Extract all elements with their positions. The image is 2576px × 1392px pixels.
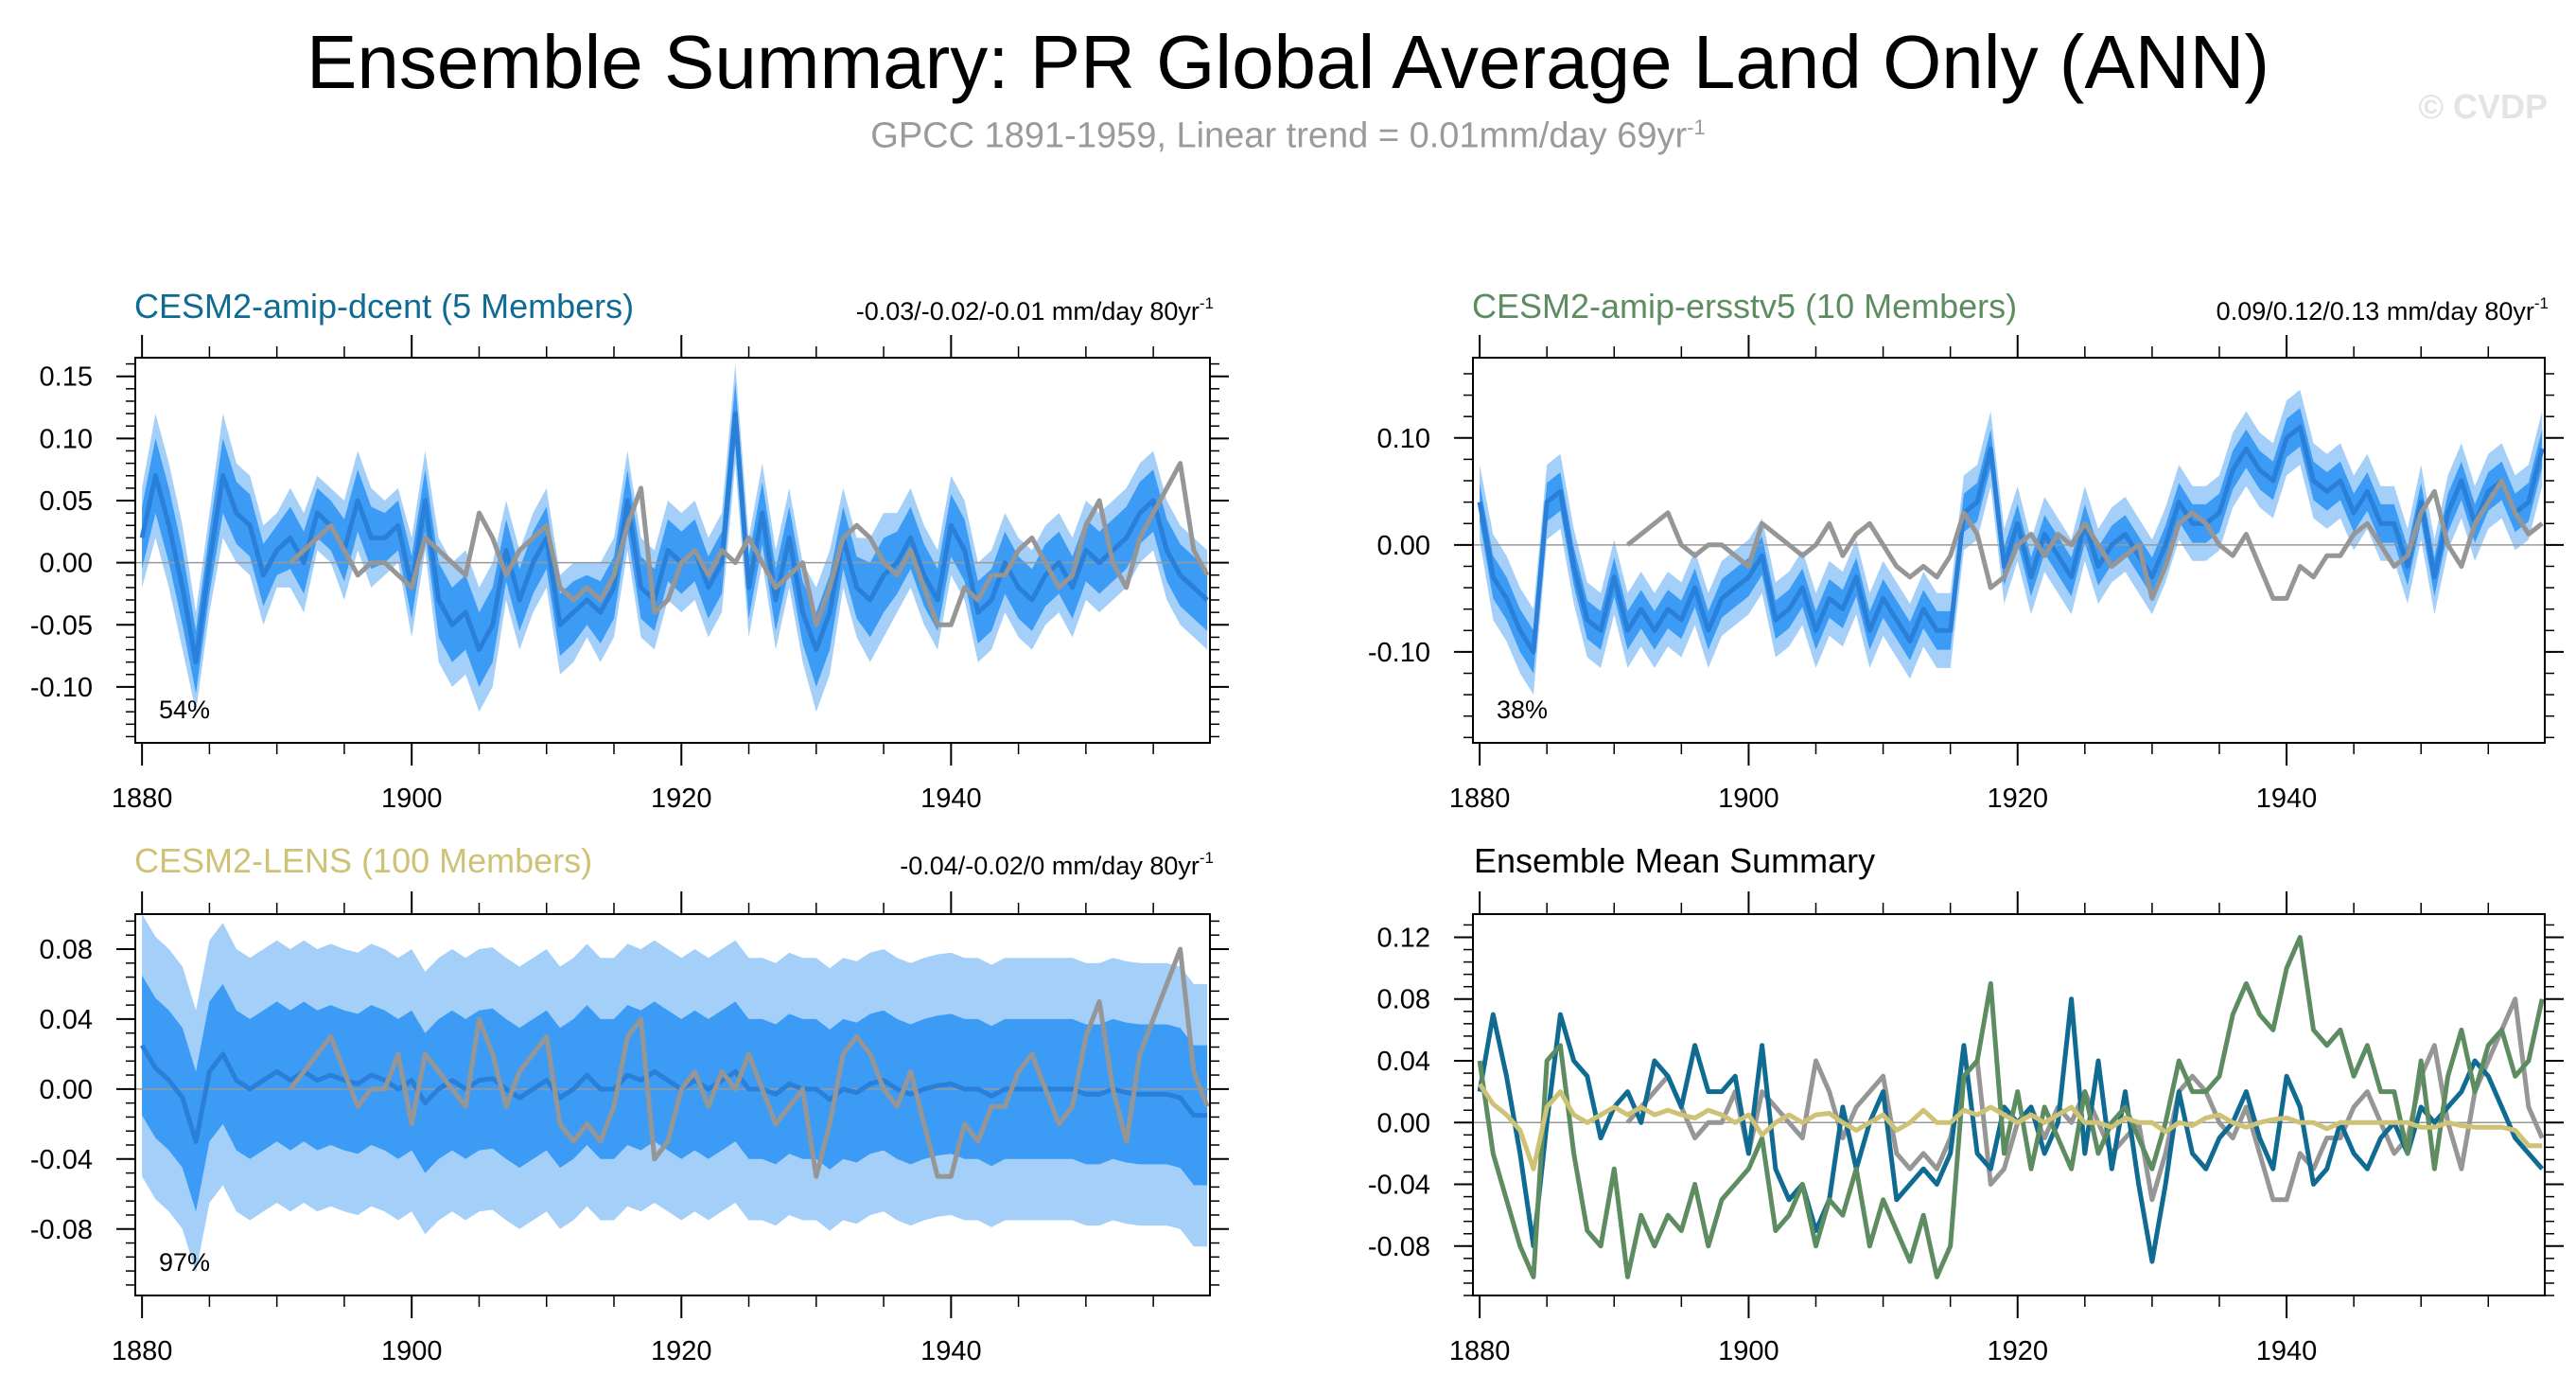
x-tick-label: 1920: [1987, 1336, 2048, 1366]
y-tick-label: -0.05: [30, 610, 93, 641]
plot-area: [135, 363, 1210, 713]
x-tick-label: 1920: [651, 784, 712, 814]
subtitle-superscript: -1: [1687, 115, 1706, 139]
panel-title: Ensemble Mean Summary: [1474, 841, 1875, 880]
trend-text: -0.03/-0.02/-0.01 mm/day 80yr: [856, 297, 1200, 326]
x-tick-label: 1880: [112, 784, 173, 814]
y-tick-label: -0.08: [1368, 1232, 1430, 1262]
trend-text: -0.04/-0.02/0 mm/day 80yr: [900, 852, 1200, 880]
y-tick-label: -0.10: [30, 673, 93, 703]
panel-title: CESM2-LENS (100 Members): [134, 841, 592, 880]
x-tick-label: 1900: [381, 1336, 443, 1366]
x-tick-label: 1920: [651, 1336, 712, 1366]
y-tick-label: -0.04: [30, 1145, 93, 1175]
ensemble-mean-line: [139, 1044, 1208, 1144]
trend-superscript: -1: [2534, 294, 2549, 312]
x-tick-label: 1940: [2256, 784, 2318, 814]
y-tick-label: 0.10: [40, 424, 93, 454]
series-line-3: [1478, 1083, 2543, 1172]
y-tick-label: 0.12: [1377, 923, 1430, 953]
x-tick-label: 1900: [1718, 1336, 1779, 1366]
y-tick-label: 0.00: [1377, 531, 1430, 561]
plot-area: [135, 914, 1210, 1273]
y-tick-label: 0.00: [40, 549, 93, 579]
x-tick-label: 1940: [920, 1336, 982, 1366]
percent-label: 97%: [159, 1248, 210, 1277]
y-tick-label: -0.04: [1368, 1171, 1430, 1201]
y-tick-label: -0.08: [30, 1215, 93, 1245]
panel-title: CESM2-amip-ersstv5 (10 Members): [1472, 287, 2017, 326]
trend-text: 0.09/0.12/0.13 mm/day 80yr: [2217, 297, 2534, 326]
subtitle: GPCC 1891-1959, Linear trend = 0.01mm/da…: [0, 106, 2576, 158]
observed-line: [1625, 478, 2544, 601]
trend-label: 0.09/0.12/0.13 mm/day 80yr-1: [2217, 294, 2549, 326]
x-tick-label: 1940: [920, 784, 982, 814]
y-tick-label: 0.05: [40, 486, 93, 517]
trend-label: -0.04/-0.02/0 mm/day 80yr-1: [900, 849, 1214, 880]
plot-frame: [1472, 357, 2546, 744]
plot-frame: [1472, 913, 2546, 1296]
x-tick-label: 1900: [381, 784, 443, 814]
ensemble-mean-line: [1477, 425, 2545, 655]
x-tick-label: 1920: [1987, 784, 2048, 814]
y-tick-label: 0.08: [1377, 985, 1430, 1015]
y-tick-label: 0.08: [40, 935, 93, 965]
ensemble-mean-line: [139, 411, 1209, 665]
series-line-2: [1477, 935, 2545, 1279]
panel-lens: -0.08 -0.04 0.00 0.04 0.08 1880 1900 1920 1940 CE…: [30, 841, 1229, 1366]
observed-line: [288, 946, 1210, 1179]
band-inner: [142, 975, 1208, 1212]
y-tick-label: 0.15: [40, 362, 93, 393]
trend-label: -0.03/-0.02/-0.01 mm/day 80yr-1: [856, 294, 1214, 326]
y-tick-label: 0.04: [1377, 1047, 1430, 1077]
trend-superscript: -1: [1200, 849, 1214, 867]
y-tick-label: 0.00: [40, 1075, 93, 1105]
x-tick-label: 1940: [2256, 1336, 2318, 1366]
band-inner: [142, 382, 1208, 694]
observed-line: [289, 461, 1210, 627]
panel-dcent: -0.10 -0.05 0.00 0.05 0.10 0.15 1880 1900 1920 19…: [30, 287, 1229, 814]
main-title: Ensemble Summary: PR Global Average Land…: [307, 20, 2269, 104]
subtitle-text: GPCC 1891-1959, Linear trend = 0.01mm/da…: [870, 115, 1688, 156]
plot-frame: [134, 913, 1211, 1296]
panel-title: CESM2-amip-dcent (5 Members): [134, 287, 634, 326]
panel-ersstv5: -0.10 0.00 0.10 1880 1900 1920 1940 CESM2-amip-…: [1368, 287, 2564, 814]
x-tick-label: 1880: [1449, 1336, 1511, 1366]
percent-label: 54%: [159, 696, 210, 724]
watermark: © CVDP: [2418, 87, 2548, 126]
y-tick-label: 0.10: [1377, 424, 1430, 454]
x-tick-label: 1880: [112, 1336, 173, 1366]
panel-summary: -0.08 -0.04 0.00 0.04 0.08 0.12 1880 1900 1920 19…: [1368, 841, 2564, 1366]
y-tick-label: 0.00: [1377, 1108, 1430, 1138]
x-tick-label: 1900: [1718, 784, 1779, 814]
y-tick-label: 0.04: [40, 1005, 93, 1035]
y-tick-label: -0.10: [1368, 638, 1430, 668]
plot-area: [1473, 935, 2545, 1279]
percent-label: 38%: [1497, 696, 1548, 724]
x-tick-label: 1880: [1449, 784, 1511, 814]
trend-superscript: -1: [1200, 294, 1214, 312]
plot-area: [1473, 389, 2545, 696]
